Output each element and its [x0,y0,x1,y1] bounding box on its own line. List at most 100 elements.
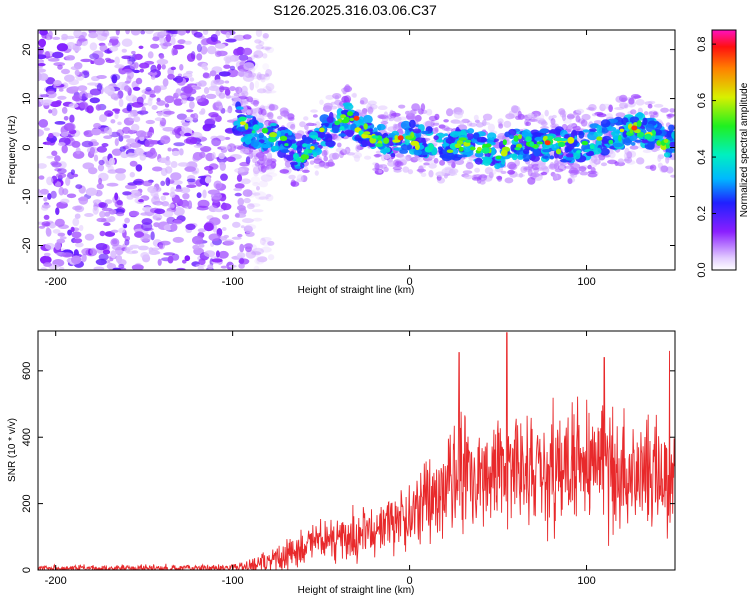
signal-halo [321,150,328,157]
noise-blob [89,42,98,51]
noise-blob [109,36,119,40]
noise-blob [44,242,55,250]
noise-blob [224,88,231,96]
noise-blob [204,250,216,258]
noise-blob [58,266,65,270]
signal-core [636,112,644,119]
signal-core [287,130,293,136]
noise-blob [211,258,223,263]
signal-core [358,116,364,124]
noise-blob [253,265,260,270]
noise-blob [261,105,270,110]
noise-blob [152,36,160,42]
noise-blob [96,183,105,190]
noise-blob [225,31,231,39]
noise-blob [262,53,268,59]
signal-peak [476,146,482,152]
noise-blob [181,99,187,104]
noise-blob [251,209,264,213]
snr-xlabel: Height of straight line (km) [298,585,415,596]
noise-blob [204,165,214,171]
noise-blob [236,254,243,258]
noise-blob [99,114,107,123]
signal-halo [443,119,449,123]
signal-halo [309,160,315,165]
noise-blob [43,197,48,202]
signal-halo [666,113,675,117]
noise-blob [243,225,253,233]
signal-core [629,116,640,124]
signal-halo [260,108,267,116]
noise-blob [252,182,260,187]
noise-blob [131,123,140,132]
noise-blob [111,74,118,84]
noise-blob [210,192,223,200]
signal-core [376,123,386,131]
noise-blob [104,199,113,205]
noise-blob [103,135,113,139]
noise-blob [236,205,246,211]
signal-halo [233,145,243,150]
noise-blob [72,205,82,211]
noise-blob [142,180,153,187]
noise-blob [63,116,69,121]
noise-blob [186,109,194,113]
noise-blob [82,162,95,170]
colorbar: 0.0 0.2 0.4 0.6 0.8 Normalized spectral ampl… [696,29,750,278]
signal-halo [423,162,430,166]
noise-blob [70,226,75,233]
noise-blob [71,231,82,239]
signal-halo [239,92,246,100]
signal-halo [286,121,296,129]
noise-blob [254,257,265,265]
noise-blob [162,78,169,87]
signal-peak [279,135,288,142]
noise-blob [255,30,263,37]
signal-halo [398,104,406,109]
noise-blob [89,88,102,96]
noise-blob [184,40,192,45]
signal-core [645,123,655,133]
signal-peak [581,140,589,146]
noise-blob [106,216,116,223]
signal-peak [310,135,319,139]
noise-blob [70,169,75,176]
noise-blob [186,53,196,62]
noise-blob [220,265,228,269]
signal-halo [352,92,357,99]
noise-blob [152,215,158,220]
noise-blob [265,194,274,202]
signal-peak [300,154,310,160]
noise-blob [253,54,259,58]
noise-blob [234,168,245,173]
noise-blob [58,88,64,92]
signal-core [610,131,616,136]
signal-halo [257,115,265,122]
noise-blob [124,239,130,246]
signal-core [533,148,541,157]
noise-blob [101,207,113,212]
signal-halo [306,122,314,126]
noise-blob [101,143,109,147]
noise-blob [112,239,118,245]
signal-core [319,134,324,139]
signal-peak [500,149,508,157]
noise-blob [160,180,166,186]
noise-blob [124,247,131,253]
noise-blob [208,233,221,242]
signal-core [331,125,340,134]
noise-blob [96,146,108,153]
noise-blob [176,113,187,120]
noise-blob [112,267,122,270]
signal-halo [446,108,454,117]
signal-core [539,128,549,134]
signal-core [442,148,449,155]
noise-blob [98,177,103,185]
noise-blob [114,168,127,174]
noise-blob [215,30,221,37]
signal-halo [630,109,637,115]
noise-blob [127,61,133,65]
noise-blob [215,250,220,258]
noise-blob [205,93,217,99]
signal-halo [266,152,273,160]
